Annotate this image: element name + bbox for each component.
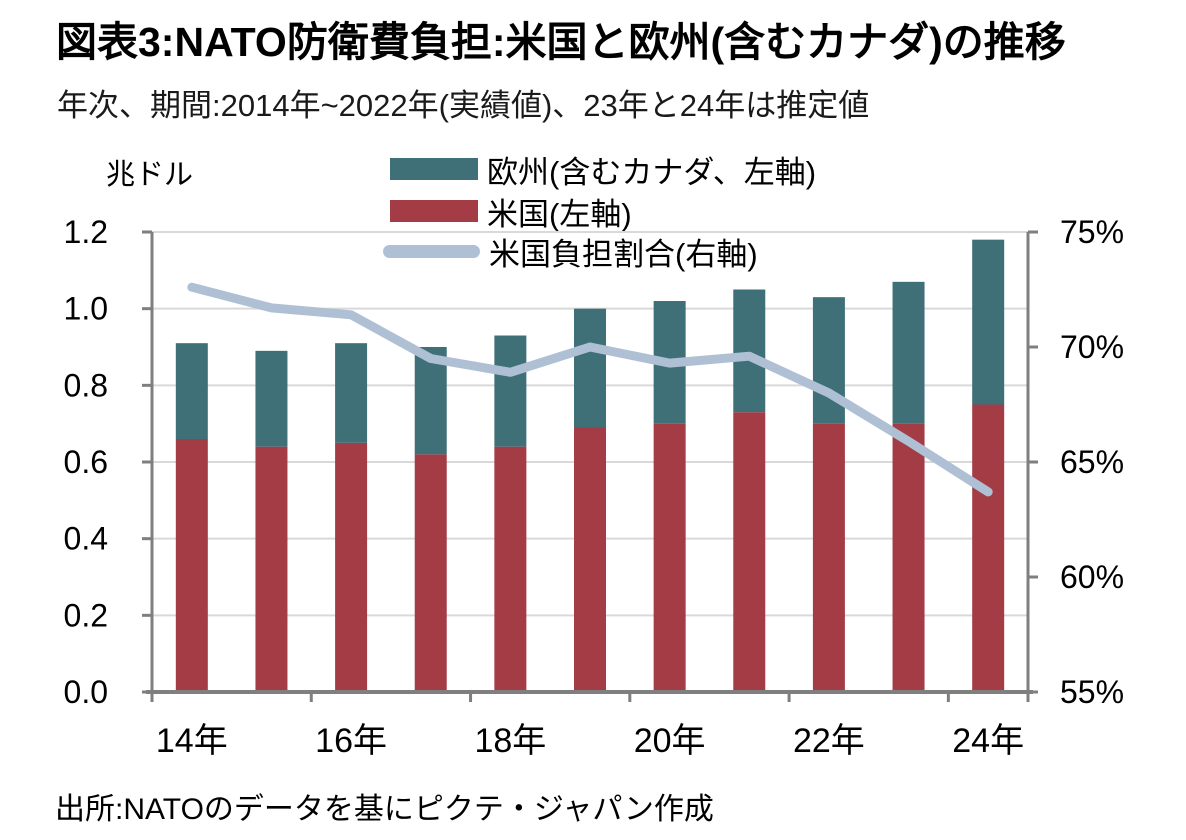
legend-item-europe: 欧州(含むカナダ、左軸) [383,155,816,190]
us-share-line [187,282,993,497]
bar-europe-2019 [574,308,606,428]
legend-swatch-us-share-line [383,244,480,258]
x-axis-tick-label: 22年 [793,722,865,760]
left-axis-tick-label: 0.4 [64,521,108,557]
bar-europe-2014 [175,343,208,439]
bar-us-2024 [972,404,1005,692]
legend-label-us-share-line: 米国負担割合(右軸) [489,236,758,272]
legend-label-us: 米国(左軸) [487,196,632,232]
right-axis-tick-label: 75% [1060,214,1124,250]
legend-label-europe: 欧州(含むカナダ、左軸) [487,154,817,190]
x-axis-tick-label: 18年 [474,722,546,760]
bar-europe-2021 [733,289,766,413]
page-subtitle: 年次、期間:2014年~2022年(実績値)、23年と24年は推定値 [57,88,870,123]
page-title: 図表3:NATO防衛費負担:米国と欧州(含むカナダ)の推移 [56,19,1066,65]
bar-us-2017 [414,454,447,692]
bar-us-2021 [733,412,766,692]
left-axis-tick-label: 0.8 [64,367,108,403]
left-axis-tick-label: 1.2 [64,214,108,250]
left-axis-tick-label: 0.0 [64,674,108,710]
legend-item-us-share-line: 米国負担割合(右軸) [383,237,758,272]
bar-europe-2016 [335,343,368,443]
right-axis-tick-label: 55% [1060,674,1124,710]
source-note: 出所:NATOのデータを基にピクテ・ジャパン作成 [55,793,714,826]
bar-us-2015 [255,446,288,692]
left-axis-tick-label: 1.0 [64,291,108,327]
bar-us-2019 [574,427,606,692]
bar-europe-2015 [255,350,288,447]
x-axis-tick-label: 20年 [634,722,706,760]
bar-us-2016 [335,442,368,692]
bar-us-2014 [175,439,208,692]
bar-us-2018 [494,446,527,692]
bar-europe-2024 [972,239,1005,405]
bar-us-2020 [653,423,686,692]
legend-swatch-us [390,200,478,222]
bar-europe-2018 [494,335,527,447]
left-axis-tick-label: 0.6 [64,444,108,480]
right-axis-tick-label: 70% [1060,329,1124,365]
bar-us-2022 [812,423,845,692]
left-axis-unit-label: 兆ドル [106,159,194,191]
bar-europe-2023 [892,281,925,424]
x-axis-tick-label: 24年 [952,722,1024,760]
bar-us-2023 [892,423,925,692]
left-axis-tick-label: 0.2 [64,597,108,633]
right-axis-tick-label: 65% [1060,444,1124,480]
right-axis-tick-label: 60% [1060,559,1124,595]
x-axis-tick-label: 14年 [156,722,228,760]
legend-swatch-europe [390,158,478,180]
x-axis-tick-label: 16年 [315,722,387,760]
legend-item-us: 米国(左軸) [383,197,632,232]
